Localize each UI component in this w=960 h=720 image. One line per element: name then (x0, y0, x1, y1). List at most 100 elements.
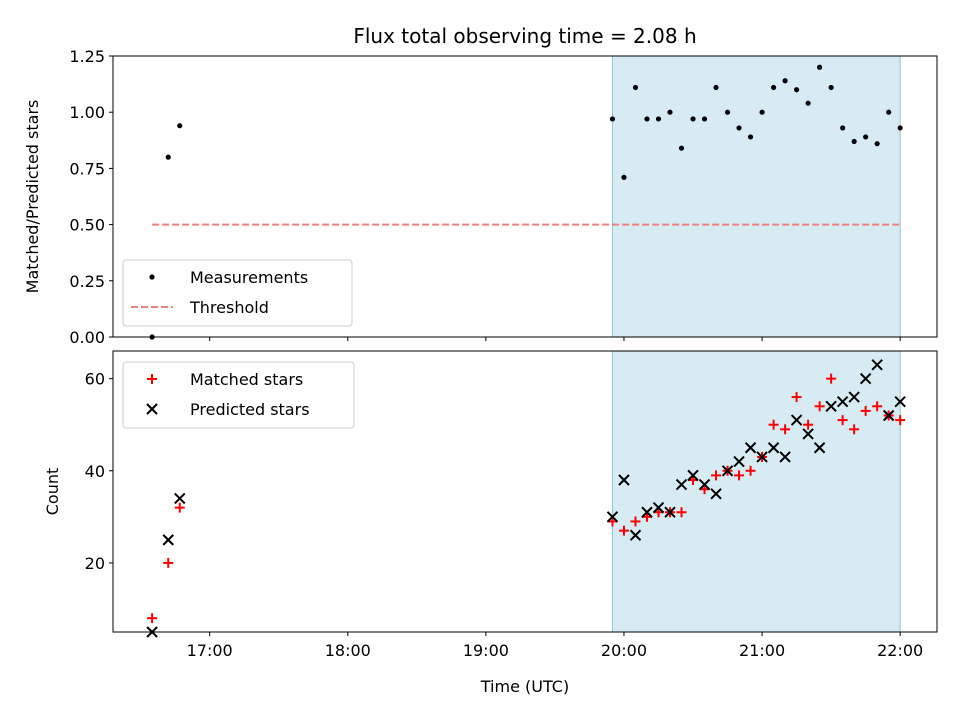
predicted-stars-point (790, 414, 803, 426)
measurement-point (632, 84, 639, 91)
legend-box (122, 361, 355, 429)
predicted-stars-point (756, 451, 768, 463)
predicted-stars-point (779, 451, 791, 463)
axes-frame (112, 350, 938, 633)
measurement-point (621, 174, 627, 180)
predicted-stars-point (744, 442, 757, 454)
legend-box (122, 259, 353, 327)
y-tick-label: 1.25 (69, 47, 105, 66)
predicted-stars-point (733, 455, 745, 468)
measurement-point (701, 116, 708, 122)
measurement-point (678, 145, 685, 151)
matched-stars-point (860, 405, 871, 416)
matched-stars-point (814, 401, 825, 412)
matched-stars-point (780, 424, 791, 435)
matched-stars-point (849, 424, 860, 435)
matched-stars-point (895, 415, 906, 426)
matched-stars-point (711, 470, 722, 481)
measurement-point (690, 116, 696, 122)
measurement-point (805, 100, 811, 106)
matched-stars-point (745, 465, 756, 476)
matched-stars-point (768, 419, 779, 430)
series-predicted-stars (146, 359, 906, 638)
legend-marker-plus (147, 374, 157, 384)
matched-stars-point (837, 415, 848, 426)
x-tick-label: 19:00 (463, 641, 509, 660)
predicted-stars-point (641, 506, 653, 518)
predicted-stars-point (664, 506, 676, 518)
legend-marker-dot (149, 274, 155, 280)
y-tick-label: 0.00 (69, 328, 105, 347)
matched-stars-point (826, 373, 837, 384)
predicted-stars-point (836, 395, 849, 408)
measurement-point (793, 87, 800, 93)
matched-stars-point (174, 502, 185, 513)
y-tick-label: 0.75 (69, 159, 105, 178)
y-tick-label: 60 (85, 370, 105, 389)
measurement-point (177, 123, 183, 129)
measurement-point (828, 84, 834, 91)
matched-stars-point (734, 470, 745, 481)
measurement-point (886, 109, 892, 115)
predicted-stars-point (859, 372, 872, 385)
predicted-stars-point (675, 478, 688, 491)
predicted-stars-point (767, 442, 780, 454)
y-tick-label: 1.00 (69, 103, 105, 122)
measurement-point (897, 125, 903, 131)
axes-frame (112, 55, 938, 338)
legend: Measurements Threshold (122, 259, 353, 327)
chart-title: Flux total observing time = 2.08 h (353, 24, 696, 48)
measurement-point (655, 116, 662, 122)
predicted-stars-point (629, 529, 642, 541)
measurement-point (817, 64, 823, 70)
predicted-stars-point (813, 442, 826, 454)
predicted-stars-point (710, 488, 722, 500)
predicted-stars-point (162, 534, 174, 546)
x-tick-label: 17:00 (187, 641, 233, 660)
matched-stars-point (803, 419, 814, 430)
matched-stars-point (791, 392, 802, 403)
matched-stars-point (163, 557, 174, 568)
measurement-point (609, 116, 616, 122)
y-axis-label: Matched/Predicted stars (23, 100, 42, 294)
y-tick-label: 0.25 (69, 272, 105, 291)
measurement-point (724, 109, 731, 115)
predicted-stars-point (882, 409, 895, 422)
measurement-point (644, 116, 650, 122)
predicted-stars-point (848, 391, 860, 403)
predicted-stars-point (894, 395, 906, 408)
measurement-point (747, 134, 754, 140)
predicted-stars-point (618, 474, 630, 486)
legend-marker-x (146, 403, 158, 415)
y-axis-label: Count (43, 468, 62, 516)
matched-stars-point (147, 613, 158, 624)
predicted-stars-point (721, 465, 734, 477)
measurement-point (874, 141, 880, 147)
predicted-stars-point (687, 469, 699, 482)
measurement-point (713, 84, 719, 91)
measurement-point (165, 154, 171, 160)
predicted-stars-point (698, 478, 711, 491)
y-tick-label: 40 (85, 462, 105, 481)
y-tick-label: 20 (85, 554, 105, 573)
predicted-stars-point (652, 501, 665, 514)
measurement-point (736, 125, 742, 131)
top-panel: 0.00 0.25 0.50 0.75 1.00 1.25 Matched/Predicte… (23, 24, 938, 347)
legend-label: Predicted stars (190, 400, 310, 419)
matched-stars-point (618, 525, 629, 536)
legend-label: Measurements (190, 268, 308, 287)
predicted-stars-point (825, 400, 837, 412)
predicted-stars-point (606, 511, 619, 523)
x-tick-label: 22:00 (877, 641, 923, 660)
legend-label: Matched stars (190, 370, 303, 389)
bottom-panel: 20 40 60 17:00 18:00 19:00 20:00 21:00 22:00 Coun… (43, 350, 938, 696)
predicted-stars-point (871, 359, 883, 371)
x-tick-label: 21:00 (739, 641, 785, 660)
measurement-point (782, 78, 788, 84)
series-measurements (149, 64, 903, 340)
x-axis-label: Time (UTC) (480, 677, 569, 696)
predicted-stars-point (174, 492, 186, 505)
x-tick-label: 18:00 (325, 641, 371, 660)
measurement-point (851, 138, 857, 145)
